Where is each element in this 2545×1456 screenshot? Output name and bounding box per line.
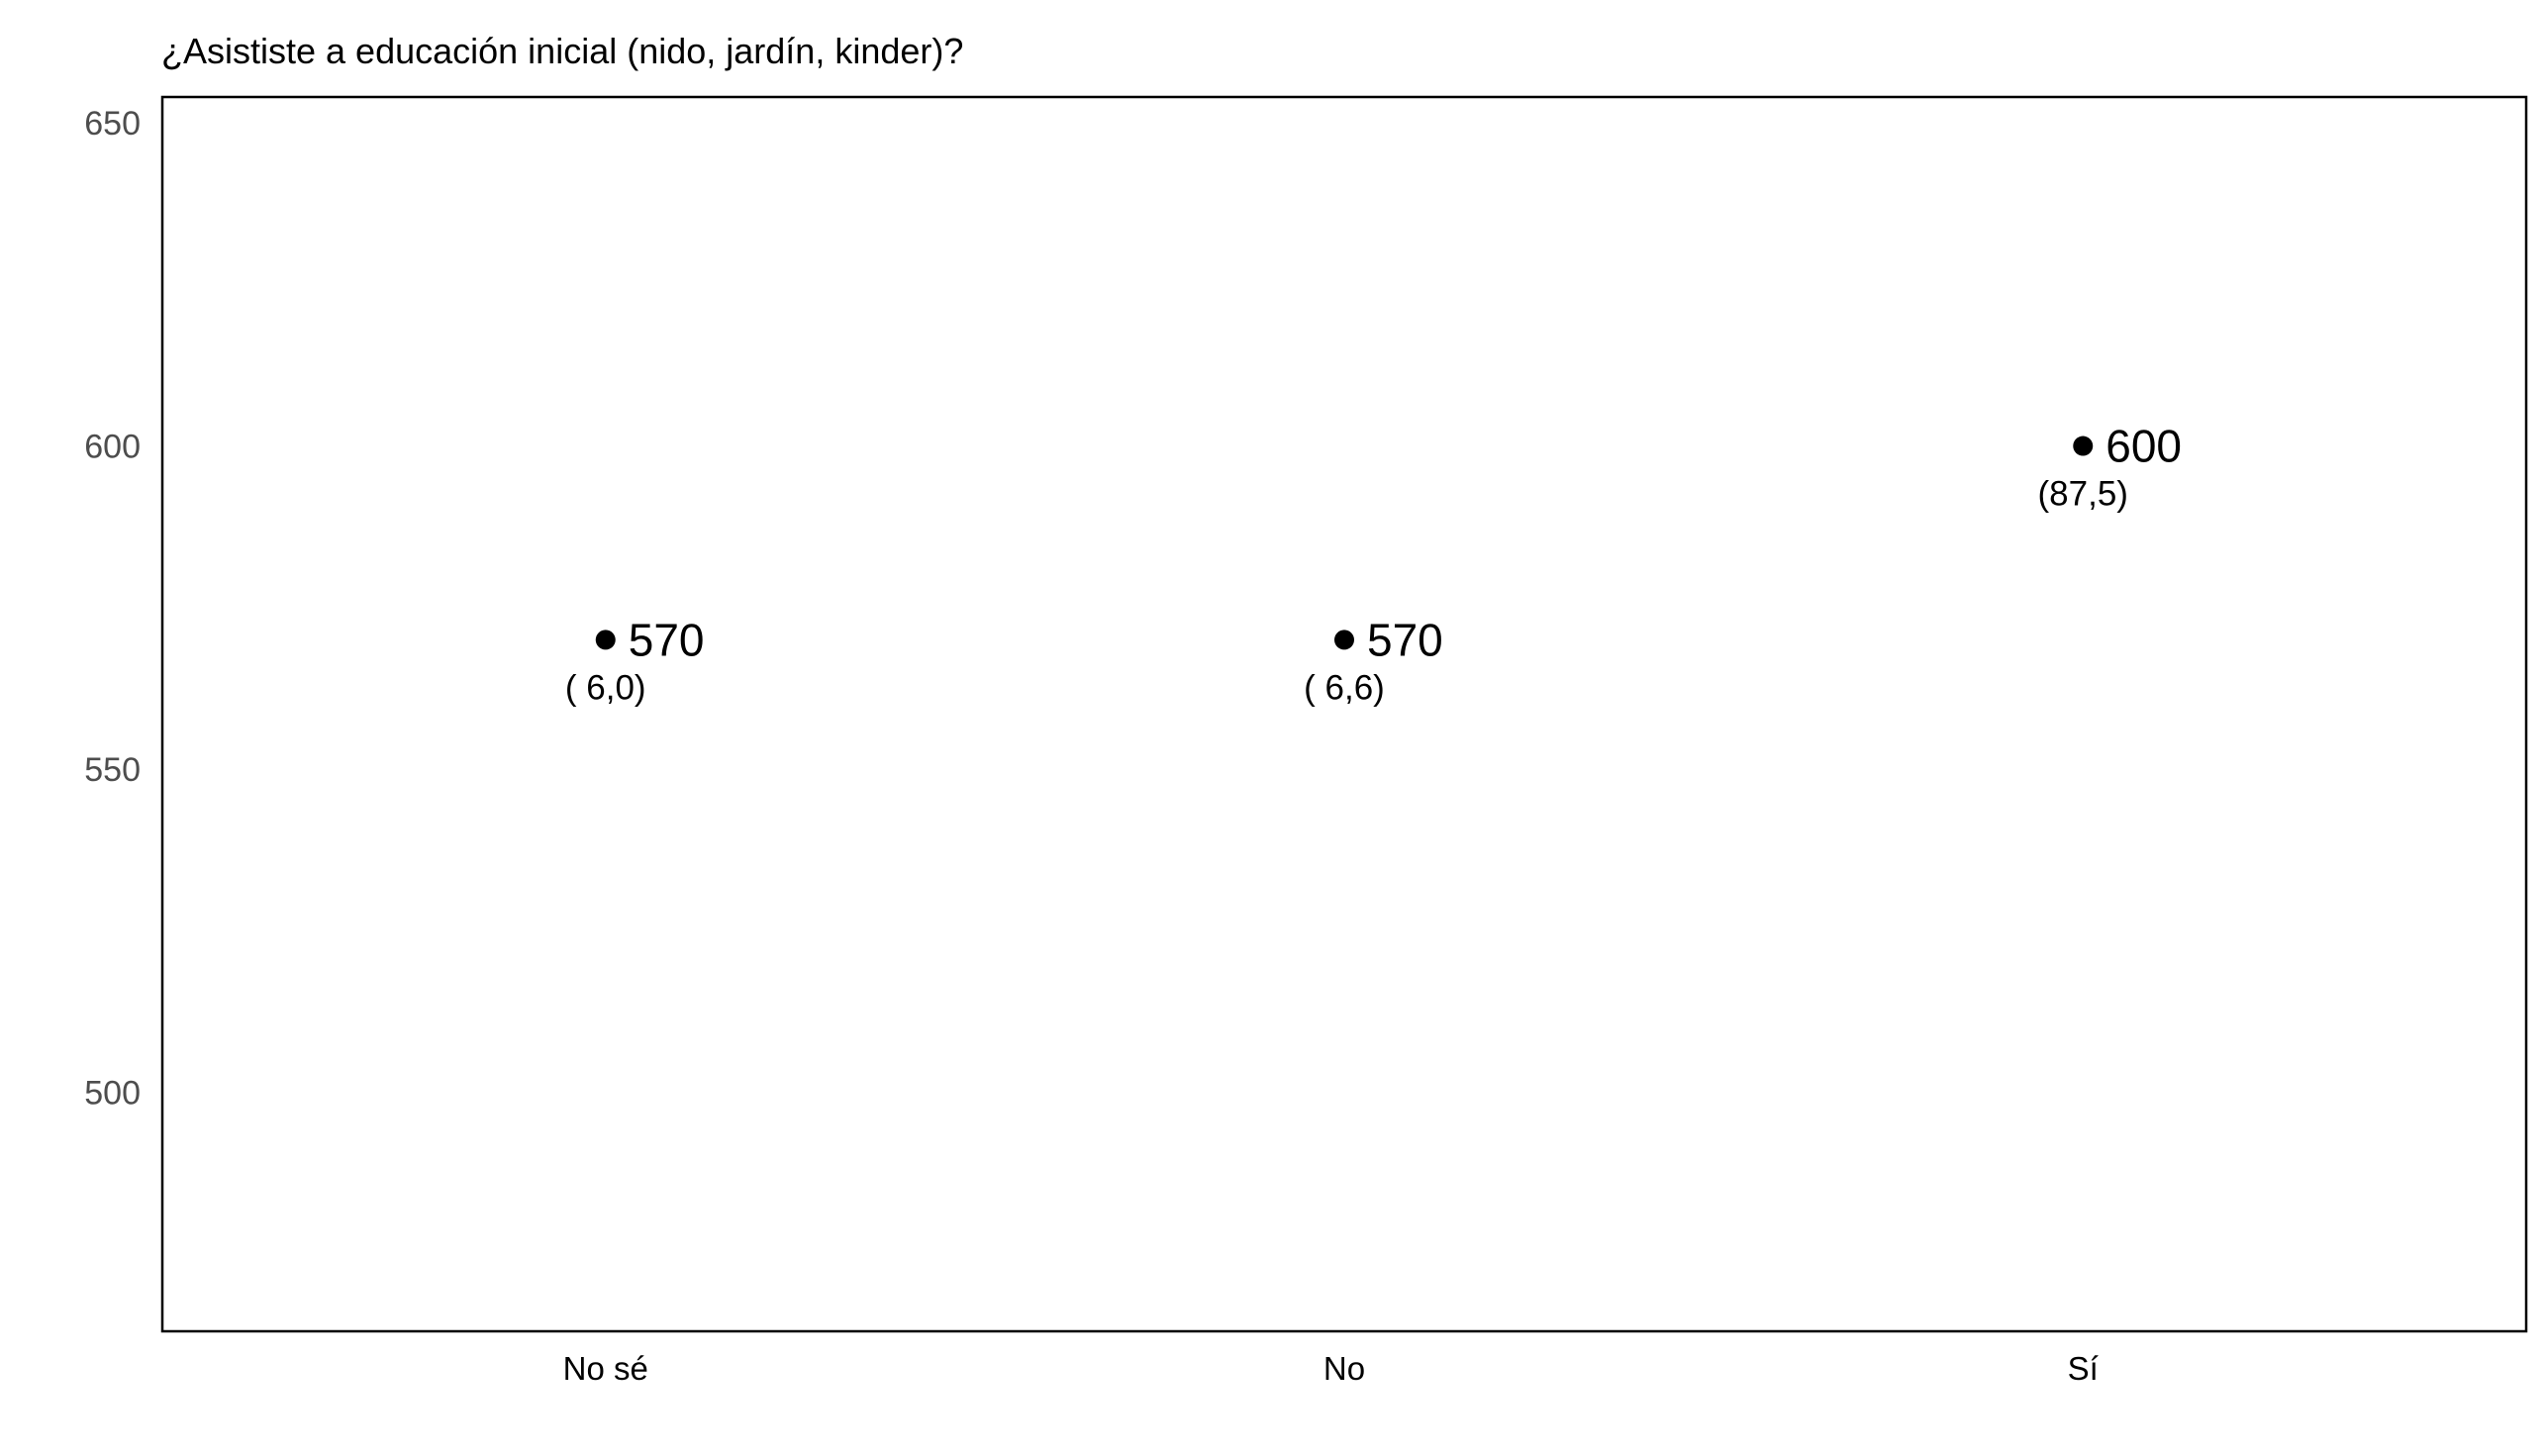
data-labels: 570( 6,0)570( 6,6)600(87,5) <box>565 421 2182 708</box>
y-axis: 500 550 600 650 <box>84 105 141 1112</box>
x-tick-label: No <box>1323 1350 1365 1387</box>
data-percent-label: ( 6,0) <box>565 668 646 707</box>
chart-title: ¿Asististe a educación inicial (nido, ja… <box>161 31 963 71</box>
data-point <box>2073 436 2094 456</box>
x-tick-label: No sé <box>563 1350 648 1387</box>
plot-frame <box>160 95 2528 1333</box>
data-value-label: 600 <box>2105 421 2182 472</box>
data-percent-label: ( 6,6) <box>1304 668 1385 707</box>
data-percent-label: (87,5) <box>2038 475 2128 514</box>
data-point <box>1334 630 1354 650</box>
data-value-label: 570 <box>629 614 705 665</box>
data-value-label: 570 <box>1367 614 1443 665</box>
x-tick-label: Sí <box>2068 1350 2099 1387</box>
y-tick-label: 500 <box>84 1074 141 1112</box>
y-tick-label: 650 <box>84 105 141 143</box>
data-points <box>595 436 2094 650</box>
y-tick-label: 600 <box>84 429 141 466</box>
y-tick-label: 550 <box>84 751 141 789</box>
x-axis: No sé No Sí <box>563 1350 2099 1387</box>
data-point <box>595 630 616 650</box>
